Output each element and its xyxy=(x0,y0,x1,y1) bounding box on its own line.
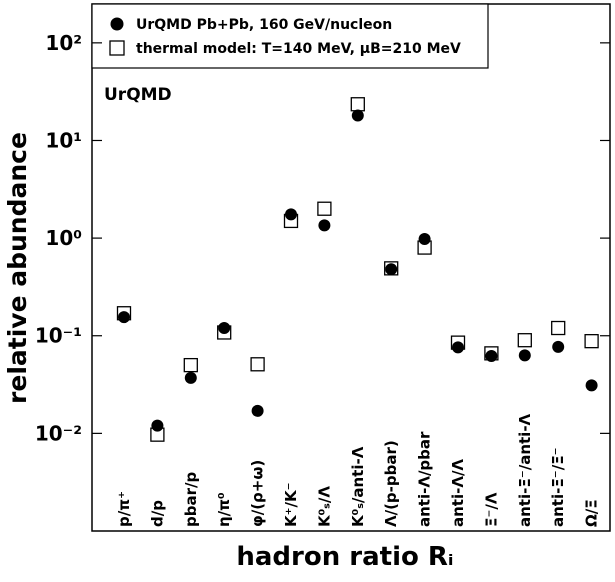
x-tick-label: p/π⁺ xyxy=(115,491,133,527)
point xyxy=(251,404,264,417)
x-tick-label: η/π⁰ xyxy=(215,492,233,527)
x-tick-label: anti-Λ/pbar xyxy=(416,431,434,527)
point xyxy=(418,232,431,245)
point xyxy=(250,357,265,372)
point xyxy=(584,334,599,349)
point xyxy=(184,371,197,384)
point xyxy=(317,201,332,216)
legend-box xyxy=(91,3,489,69)
x-tick-label: anti-Ξ⁻/Ξ⁻ xyxy=(549,447,567,527)
point xyxy=(285,208,297,221)
y-tick-label: 10⁻¹ xyxy=(35,324,82,348)
point xyxy=(385,263,398,276)
x-tick-label: Ω/Ξ xyxy=(583,499,601,527)
y-tick-label: 10¹ xyxy=(45,128,82,152)
x-tick-label: anti-Λ/Λ xyxy=(449,459,467,527)
y-tick-label: 10⁰ xyxy=(45,226,82,250)
point xyxy=(551,320,566,336)
x-tick-label: anti-Ξ⁻/anti-Λ xyxy=(516,413,534,527)
x-axis-label: hadron ratio Rᵢ xyxy=(236,542,453,572)
point xyxy=(318,219,331,232)
point xyxy=(351,109,364,122)
y-tick-label: 10⁻² xyxy=(35,421,82,445)
point xyxy=(183,357,198,373)
x-tick-label: K⁰ₛ/Λ xyxy=(315,486,333,527)
point xyxy=(118,311,130,324)
x-tick-label: K⁺/K⁻ xyxy=(282,482,300,527)
point xyxy=(552,340,565,353)
x-tick-label: d/p xyxy=(148,500,166,527)
point xyxy=(518,349,531,362)
point xyxy=(485,350,498,363)
point xyxy=(151,419,164,432)
x-tick-label: φ/(ρ+ω) xyxy=(249,460,267,527)
y-tick-label: 10² xyxy=(45,31,82,55)
x-tick-label: K⁰ₛ/anti-Λ xyxy=(349,446,367,527)
annotation: UrQMD xyxy=(104,85,172,105)
point xyxy=(517,333,532,348)
legend-label: UrQMD Pb+Pb, 160 GeV/nucleon xyxy=(136,17,392,33)
point xyxy=(350,97,365,112)
x-tick-label: Ξ⁻/Λ xyxy=(482,492,500,527)
legend-marker xyxy=(110,17,124,31)
legend-label: thermal model: T=140 MeV, μB=210 MeV xyxy=(136,41,461,57)
point xyxy=(452,341,464,354)
point xyxy=(218,322,231,335)
point xyxy=(585,379,598,392)
y-axis-label: relative abundance xyxy=(3,132,32,404)
x-tick-label: pbar/p xyxy=(182,472,200,527)
x-tick-label: Λ/(p-pbar) xyxy=(382,440,400,527)
legend-marker xyxy=(109,40,125,56)
